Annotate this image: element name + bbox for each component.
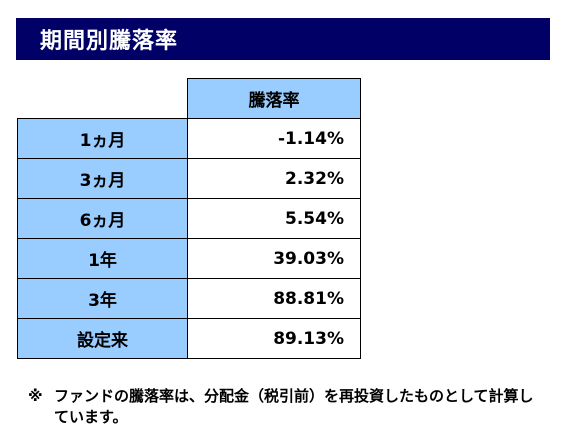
period-label: 1ヵ月 (17, 118, 188, 159)
return-value: 39.03% (187, 238, 361, 279)
return-value: 89.13% (187, 318, 361, 359)
reference-mark: ※ (28, 387, 43, 405)
return-value: 88.81% (187, 278, 361, 319)
table-row: 3ヵ月 2.32% (17, 158, 361, 199)
period-label: 3年 (17, 278, 188, 319)
period-label: 1年 (17, 238, 188, 279)
title-bar: 期間別騰落率 (16, 18, 550, 60)
performance-table: 騰落率 1ヵ月 -1.14% 3ヵ月 2.32% 6ヵ月 5.54% 1年 39… (17, 78, 361, 359)
table-row: 3年 88.81% (17, 278, 361, 319)
footnote: ※ ファンドの騰落率は、分配金（税引前）を再投資したものとして計算しています。 (28, 386, 544, 428)
table-header-row: 騰落率 (18, 78, 361, 119)
header-blank-cell (18, 79, 188, 119)
page-title: 期間別騰落率 (40, 29, 179, 54)
return-value: 5.54% (187, 198, 361, 239)
return-value: 2.32% (187, 158, 361, 199)
table-row: 6ヵ月 5.54% (17, 198, 361, 239)
period-label: 6ヵ月 (17, 198, 188, 239)
column-header-return: 騰落率 (187, 78, 361, 119)
table-row: 1年 39.03% (17, 238, 361, 279)
footnote-text: ファンドの騰落率は、分配金（税引前）を再投資したものとして計算しています。 (54, 387, 534, 426)
period-label: 設定来 (17, 318, 188, 359)
return-value: -1.14% (187, 118, 361, 159)
table-row: 1ヵ月 -1.14% (17, 118, 361, 159)
period-label: 3ヵ月 (17, 158, 188, 199)
table-row: 設定来 89.13% (17, 318, 361, 359)
